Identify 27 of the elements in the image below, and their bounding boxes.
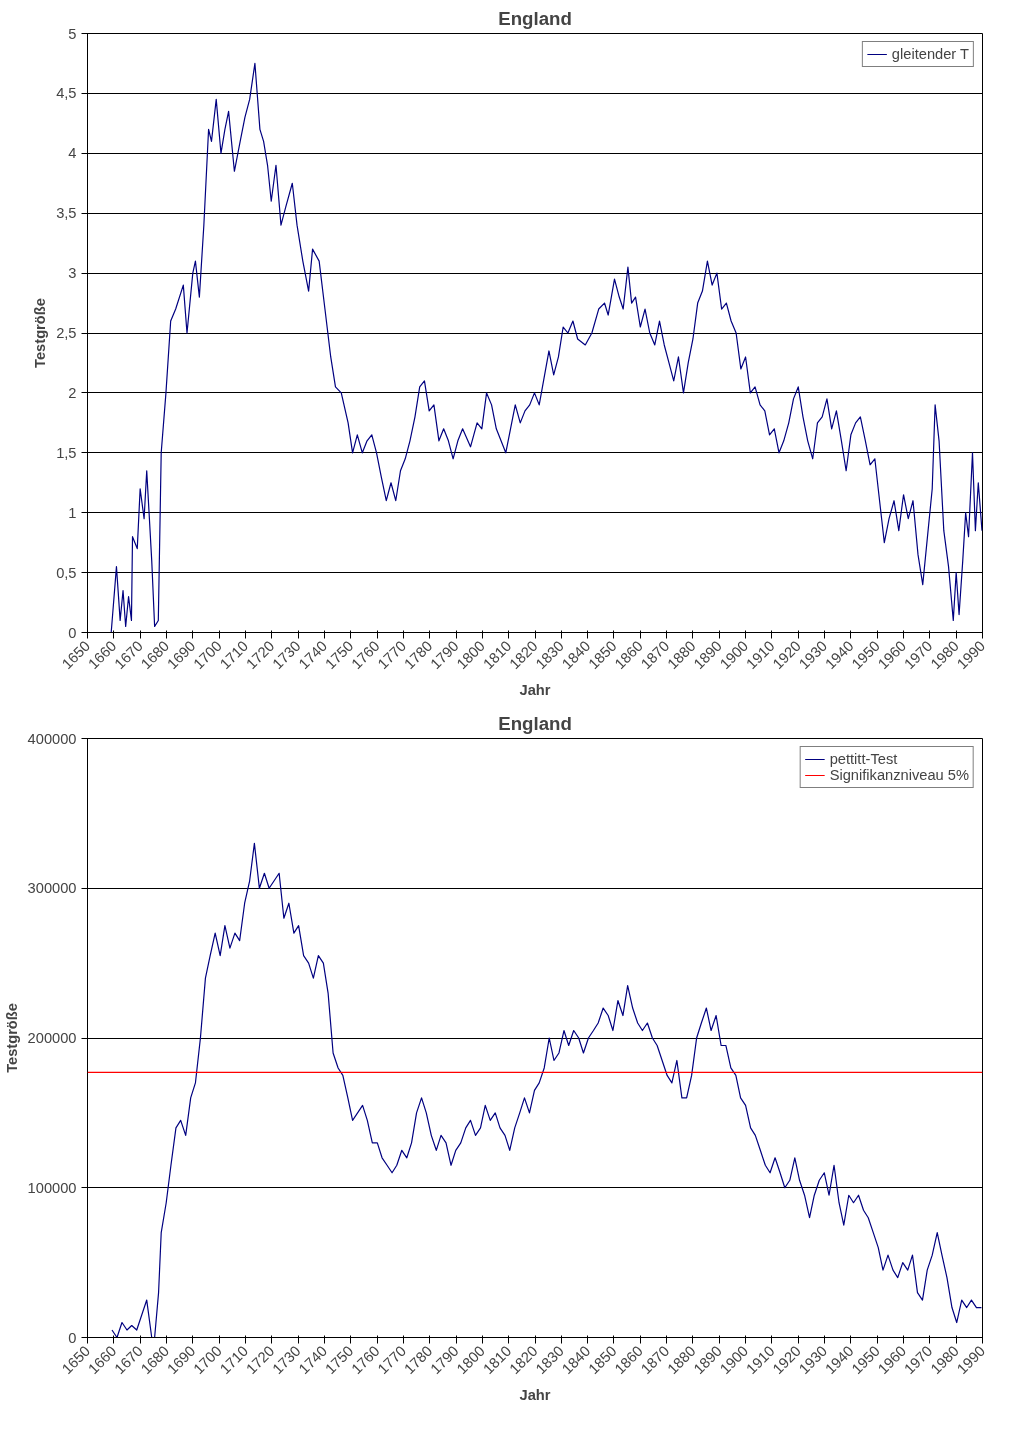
y-tick-label: 2 <box>68 384 77 401</box>
y-tick-label: 3 <box>68 265 77 282</box>
y-tick-label: 1 <box>68 504 77 521</box>
y-axis-title: Testgröße <box>3 1003 20 1073</box>
y-tick-label: 4,5 <box>56 85 77 102</box>
y-tick-label: 100000 <box>27 1179 77 1196</box>
x-axis-title: Jahr <box>519 1386 551 1403</box>
y-tick-label: 2,5 <box>56 325 77 341</box>
y-tick-label: 0 <box>68 624 77 641</box>
line-series <box>111 842 983 1338</box>
chart-title: England <box>498 712 572 734</box>
line-series <box>110 62 983 633</box>
x-axis-title: Jahr <box>519 681 551 698</box>
y-tick-label: 0 <box>68 1329 77 1346</box>
y-axis-title: Testgröße <box>32 298 49 368</box>
y-tick-label: 5 <box>68 25 77 42</box>
y-tick-label: 4 <box>68 145 77 162</box>
legend-label: Signifikanzniveau 5% <box>829 767 969 783</box>
y-tick-label: 200000 <box>27 1030 77 1046</box>
y-tick-label: 0,5 <box>56 564 77 581</box>
y-tick-label: 1,5 <box>56 444 77 461</box>
legend-label: gleitender T <box>891 46 969 62</box>
y-tick-label: 400000 <box>27 730 77 747</box>
legend-label: pettitt-Test <box>829 751 898 767</box>
y-tick-label: 3,5 <box>56 205 77 222</box>
y-tick-label: 300000 <box>27 880 77 897</box>
chart-title: England <box>498 7 572 29</box>
